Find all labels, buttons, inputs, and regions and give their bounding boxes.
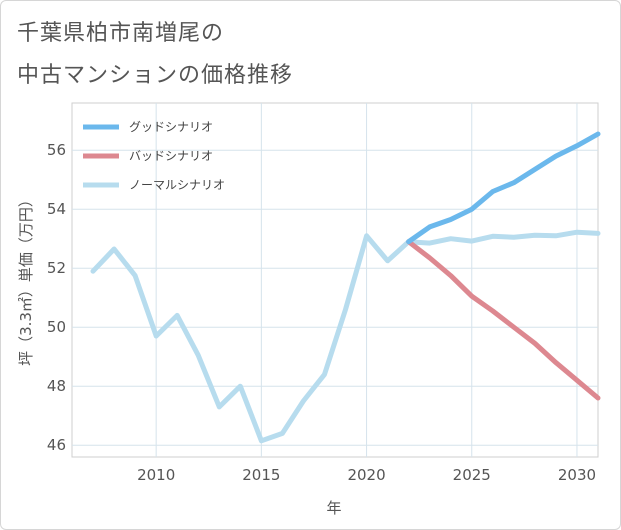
legend-label: ノーマルシナリオ [129,178,225,192]
y-tick-label: 50 [47,318,66,336]
x-tick-label: 2030 [558,466,596,484]
x-tick-label: 2010 [137,466,175,484]
y-tick-label: 48 [47,377,66,395]
chart-title-line-1: 千葉県柏市南増尾の [17,21,225,46]
x-tick-label: 2015 [242,466,280,484]
chart-title-line-2: 中古マンションの価格推移 [17,63,294,88]
y-axis-title: 坪（3.3㎡）単価（万円） [17,192,35,366]
series-layer [90,131,601,444]
plot-area [71,102,599,458]
x-tick-label: 2025 [453,466,491,484]
x-tick-label: 2020 [347,466,385,484]
legend-label: バッドシナリオ [129,149,213,163]
bad-scenario-line [406,239,601,401]
x-axis-title: 年 [326,499,341,517]
legend-label: グッドシナリオ [129,120,213,134]
y-tick-label: 52 [47,259,66,277]
y-tick-label: 54 [47,200,66,218]
y-tick-label: 46 [47,436,66,454]
normal-scenario-line [90,229,601,444]
axis-tick-labels: 2010 2015 2020 2025 2030 46 48 50 52 54 56 [47,141,596,484]
good-scenario-line [406,131,601,245]
y-tick-label: 56 [47,141,66,159]
